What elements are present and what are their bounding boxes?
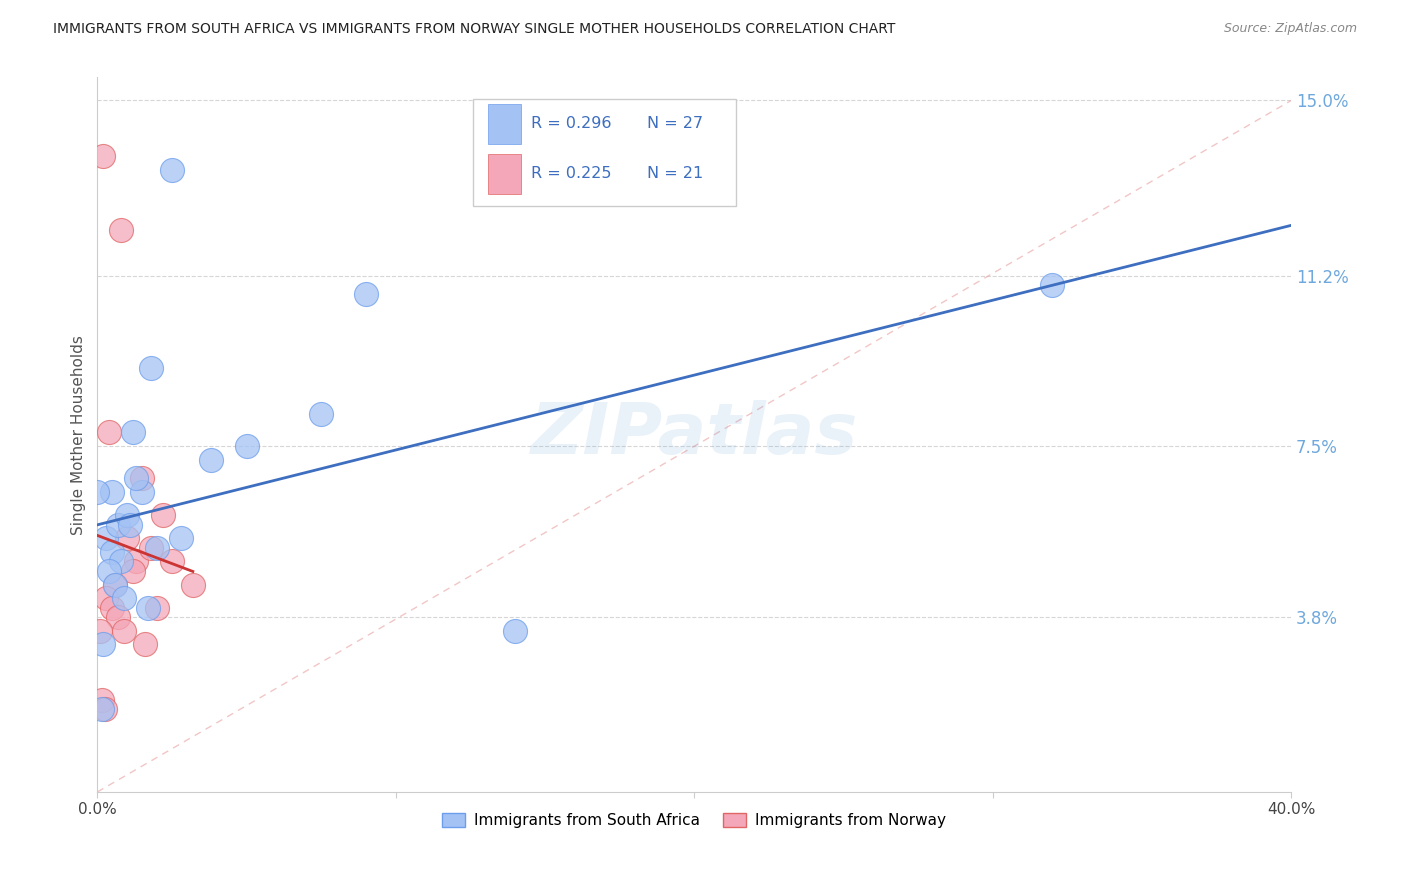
FancyBboxPatch shape [488,104,522,144]
Point [98,425,121,440]
Point [90,702,112,716]
Point [104,577,127,591]
Point [139,541,162,555]
Point [101,485,124,500]
FancyBboxPatch shape [474,99,737,206]
Point [96,532,118,546]
Point [112,624,135,638]
Point [136,600,159,615]
Point [101,600,124,615]
Point [131,471,153,485]
Point [235,439,257,453]
Text: R = 0.296: R = 0.296 [530,116,612,131]
Point [160,162,183,177]
Point [134,637,156,651]
Point [110,554,132,568]
Point [90,692,112,706]
Text: R = 0.225: R = 0.225 [530,167,612,181]
Point [160,554,183,568]
Point [96,591,118,606]
Text: N = 21: N = 21 [647,167,703,181]
Point [1042,277,1064,292]
Point [110,222,132,236]
Point [200,453,222,467]
Point [91,149,114,163]
Point [120,517,142,532]
Point [104,577,127,591]
Text: N = 27: N = 27 [647,116,703,131]
Point [146,541,169,555]
Point [115,532,138,546]
Point [94,702,117,716]
Point [146,600,169,615]
Point [503,624,526,638]
Point [107,517,129,532]
Point [98,564,121,578]
Point [354,287,377,301]
FancyBboxPatch shape [488,154,522,194]
Text: Source: ZipAtlas.com: Source: ZipAtlas.com [1223,22,1357,36]
Y-axis label: Single Mother Households: Single Mother Households [72,334,86,534]
Point [107,609,129,624]
Point [89,624,111,638]
Point [170,532,193,546]
Point [115,508,138,523]
Legend: Immigrants from South Africa, Immigrants from Norway: Immigrants from South Africa, Immigrants… [436,806,952,834]
Text: ZIPatlas: ZIPatlas [530,401,858,469]
Point [125,471,148,485]
Point [309,407,332,421]
Point [122,425,145,440]
Point [101,545,124,559]
Point [139,360,162,375]
Point [125,554,148,568]
Point [181,577,204,591]
Point [112,591,135,606]
Point [131,485,153,500]
Point [152,508,174,523]
Point [91,637,114,651]
Text: IMMIGRANTS FROM SOUTH AFRICA VS IMMIGRANTS FROM NORWAY SINGLE MOTHER HOUSEHOLDS : IMMIGRANTS FROM SOUTH AFRICA VS IMMIGRAN… [53,22,896,37]
Point [122,564,145,578]
Point [86,485,108,500]
